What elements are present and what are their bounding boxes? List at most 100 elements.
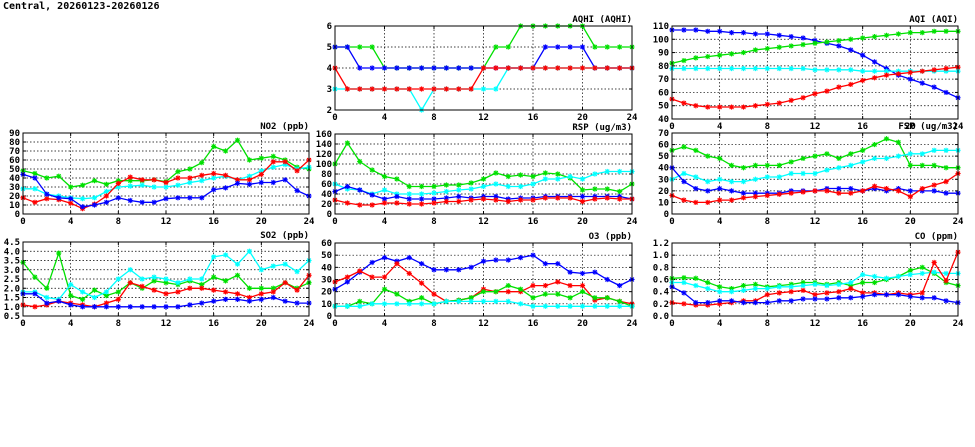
y-tick-label: 40: [658, 115, 669, 125]
y-tick-label: 80: [9, 138, 20, 148]
data-point: [836, 295, 842, 301]
data-point: [836, 165, 842, 171]
data-point: [431, 65, 437, 71]
data-point: [860, 52, 866, 58]
data-point: [617, 303, 623, 309]
data-point: [163, 184, 169, 190]
plot-frame: [22, 132, 310, 215]
y-tick-label: 0.0: [653, 312, 669, 322]
data-point: [943, 298, 949, 304]
data-point: [381, 255, 388, 261]
data-point: [617, 196, 623, 202]
data-point: [68, 302, 74, 308]
data-point: [800, 65, 806, 72]
y-tick-label: 60: [658, 141, 669, 151]
data-point: [175, 182, 181, 188]
data-point: [211, 170, 217, 177]
data-point: [919, 295, 925, 301]
data-point: [860, 279, 866, 286]
data-point: [895, 31, 902, 37]
data-point: [431, 190, 437, 196]
data-point: [419, 280, 425, 286]
data-point: [56, 298, 62, 304]
data-point: [860, 147, 866, 153]
x-tick-label: 0: [20, 319, 25, 329]
y-tick-label: 1.2: [653, 239, 669, 249]
data-point: [406, 201, 412, 207]
data-point: [187, 285, 193, 291]
data-point: [199, 300, 205, 306]
data-point: [705, 104, 711, 110]
y-tick-label: 60: [9, 156, 20, 166]
data-point: [68, 281, 74, 288]
data-point: [931, 147, 937, 153]
x-tick-label: 4: [382, 113, 388, 123]
data-point: [764, 101, 770, 107]
data-point: [505, 298, 511, 304]
rsp-series-3: [332, 195, 635, 208]
data-point: [394, 65, 400, 71]
y-tick-label: 40: [321, 190, 332, 200]
y-tick-label: 90: [658, 49, 669, 59]
y-tick-label: 1.5: [4, 294, 20, 304]
y-tick-label: 0: [327, 210, 332, 220]
data-point: [604, 186, 610, 192]
data-point: [860, 159, 866, 165]
data-point: [456, 86, 462, 92]
data-point: [480, 183, 487, 190]
data-point: [246, 285, 253, 291]
data-point: [579, 282, 586, 289]
x-tick-label: 16: [857, 319, 868, 329]
data-point: [369, 202, 375, 208]
data-point: [604, 195, 610, 201]
data-point: [812, 67, 818, 73]
data-point: [103, 193, 110, 199]
data-point: [518, 301, 524, 307]
data-point: [812, 281, 818, 287]
data-point: [199, 160, 205, 166]
x-tick-label: 12: [810, 319, 821, 329]
data-point: [468, 180, 474, 186]
data-point: [555, 176, 561, 182]
data-point: [530, 303, 536, 309]
data-point: [555, 171, 561, 177]
chart-title: CO (ppm): [915, 232, 958, 242]
data-point: [381, 65, 388, 71]
data-point: [211, 274, 217, 280]
data-point: [764, 300, 770, 306]
data-point: [764, 192, 770, 199]
data-point: [127, 197, 133, 204]
data-point: [871, 34, 878, 40]
data-point: [555, 195, 561, 201]
data-point: [592, 171, 598, 177]
data-point: [681, 100, 687, 106]
data-point: [681, 57, 687, 64]
data-point: [394, 86, 400, 92]
data-point: [555, 261, 561, 267]
chart-title: RSP (ug/m3): [572, 123, 632, 133]
data-point: [681, 170, 687, 177]
data-point: [419, 65, 425, 71]
data-point: [68, 196, 74, 202]
data-point: [617, 44, 623, 50]
data-point: [270, 285, 276, 291]
data-point: [617, 282, 623, 289]
data-point: [151, 287, 157, 293]
data-point: [931, 84, 937, 90]
data-point: [907, 76, 913, 82]
data-point: [542, 261, 548, 267]
y-tick-label: 30: [9, 183, 20, 193]
data-point: [931, 188, 937, 194]
data-point: [776, 298, 782, 304]
data-point: [728, 65, 735, 72]
data-point: [68, 200, 74, 206]
data-point: [717, 65, 723, 72]
data-point: [681, 290, 687, 296]
data-point: [871, 292, 878, 298]
data-point: [115, 296, 121, 302]
data-point: [246, 157, 253, 163]
data-point: [44, 300, 50, 306]
y-tick-label: 0.5: [4, 312, 20, 322]
